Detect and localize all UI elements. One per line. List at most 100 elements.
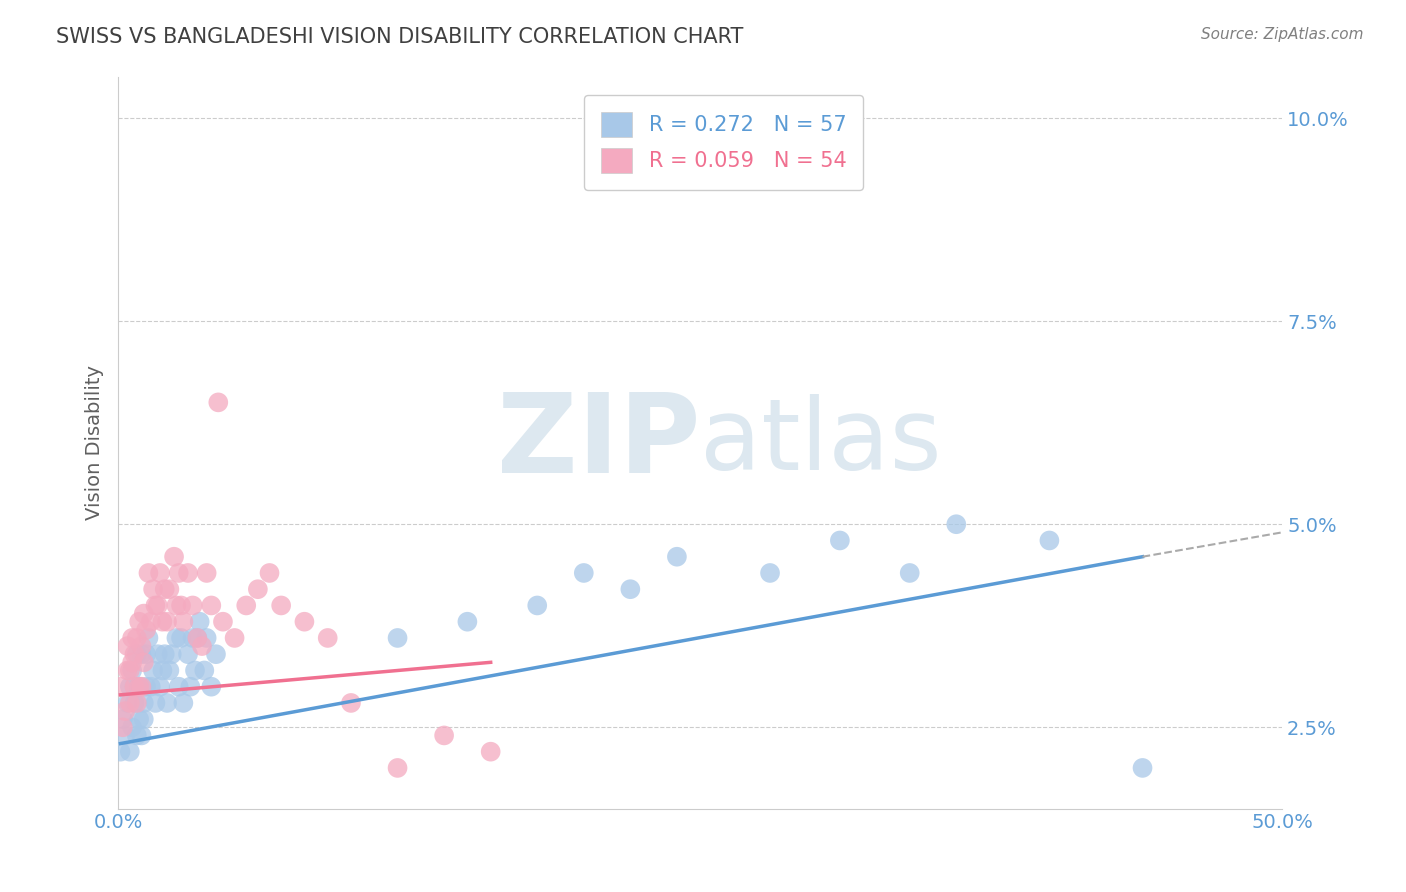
Point <box>235 599 257 613</box>
Point <box>124 680 146 694</box>
Point <box>121 656 143 670</box>
Point <box>110 745 132 759</box>
Point <box>121 720 143 734</box>
Point <box>170 631 193 645</box>
Point <box>128 680 150 694</box>
Point <box>118 664 141 678</box>
Point <box>125 631 148 645</box>
Point <box>145 599 167 613</box>
Point <box>117 664 139 678</box>
Point <box>195 631 218 645</box>
Point <box>165 599 187 613</box>
Point <box>118 696 141 710</box>
Point <box>387 631 409 645</box>
Point <box>131 647 153 661</box>
Point <box>205 647 228 661</box>
Point <box>945 517 967 532</box>
Point <box>163 549 186 564</box>
Point <box>111 720 134 734</box>
Point <box>191 639 214 653</box>
Point <box>153 582 176 597</box>
Point <box>188 615 211 629</box>
Point <box>246 582 269 597</box>
Point <box>200 680 222 694</box>
Point <box>212 615 235 629</box>
Point <box>149 680 172 694</box>
Point <box>152 615 174 629</box>
Point <box>121 664 143 678</box>
Point <box>619 582 641 597</box>
Point <box>128 712 150 726</box>
Point <box>114 704 136 718</box>
Point <box>114 728 136 742</box>
Point <box>142 582 165 597</box>
Point <box>186 631 208 645</box>
Point <box>138 566 160 580</box>
Point <box>135 623 157 637</box>
Point <box>118 745 141 759</box>
Point <box>1038 533 1060 548</box>
Point <box>118 680 141 694</box>
Point <box>526 599 548 613</box>
Point <box>142 664 165 678</box>
Point <box>170 599 193 613</box>
Point <box>131 680 153 694</box>
Point <box>131 728 153 742</box>
Point <box>156 696 179 710</box>
Legend: R = 0.272   N = 57, R = 0.059   N = 54: R = 0.272 N = 57, R = 0.059 N = 54 <box>583 95 863 190</box>
Point <box>111 712 134 726</box>
Point <box>131 639 153 653</box>
Y-axis label: Vision Disability: Vision Disability <box>86 366 104 521</box>
Point <box>165 631 187 645</box>
Point <box>259 566 281 580</box>
Point <box>110 680 132 694</box>
Point <box>124 647 146 661</box>
Point <box>479 745 502 759</box>
Point <box>125 647 148 661</box>
Point <box>340 696 363 710</box>
Point <box>117 639 139 653</box>
Point <box>128 680 150 694</box>
Text: atlas: atlas <box>700 394 942 491</box>
Point <box>139 680 162 694</box>
Point <box>177 647 200 661</box>
Point <box>157 582 180 597</box>
Point <box>138 631 160 645</box>
Point <box>184 664 207 678</box>
Point <box>153 647 176 661</box>
Point <box>172 696 194 710</box>
Point <box>572 566 595 580</box>
Point <box>135 647 157 661</box>
Point <box>146 647 169 661</box>
Point <box>167 566 190 580</box>
Point <box>316 631 339 645</box>
Point <box>152 664 174 678</box>
Point <box>149 566 172 580</box>
Point <box>160 647 183 661</box>
Point <box>193 664 215 678</box>
Text: ZIP: ZIP <box>496 390 700 497</box>
Point <box>157 664 180 678</box>
Point <box>132 696 155 710</box>
Point <box>270 599 292 613</box>
Point <box>195 566 218 580</box>
Point <box>125 696 148 710</box>
Point <box>433 728 456 742</box>
Point <box>124 680 146 694</box>
Point <box>665 549 688 564</box>
Point <box>132 656 155 670</box>
Point <box>121 631 143 645</box>
Point <box>186 631 208 645</box>
Text: Source: ZipAtlas.com: Source: ZipAtlas.com <box>1201 27 1364 42</box>
Point <box>145 696 167 710</box>
Point <box>124 696 146 710</box>
Point <box>224 631 246 645</box>
Point <box>181 631 204 645</box>
Point <box>125 728 148 742</box>
Point <box>128 615 150 629</box>
Point <box>146 599 169 613</box>
Point <box>828 533 851 548</box>
Point <box>139 615 162 629</box>
Point <box>132 712 155 726</box>
Point <box>135 680 157 694</box>
